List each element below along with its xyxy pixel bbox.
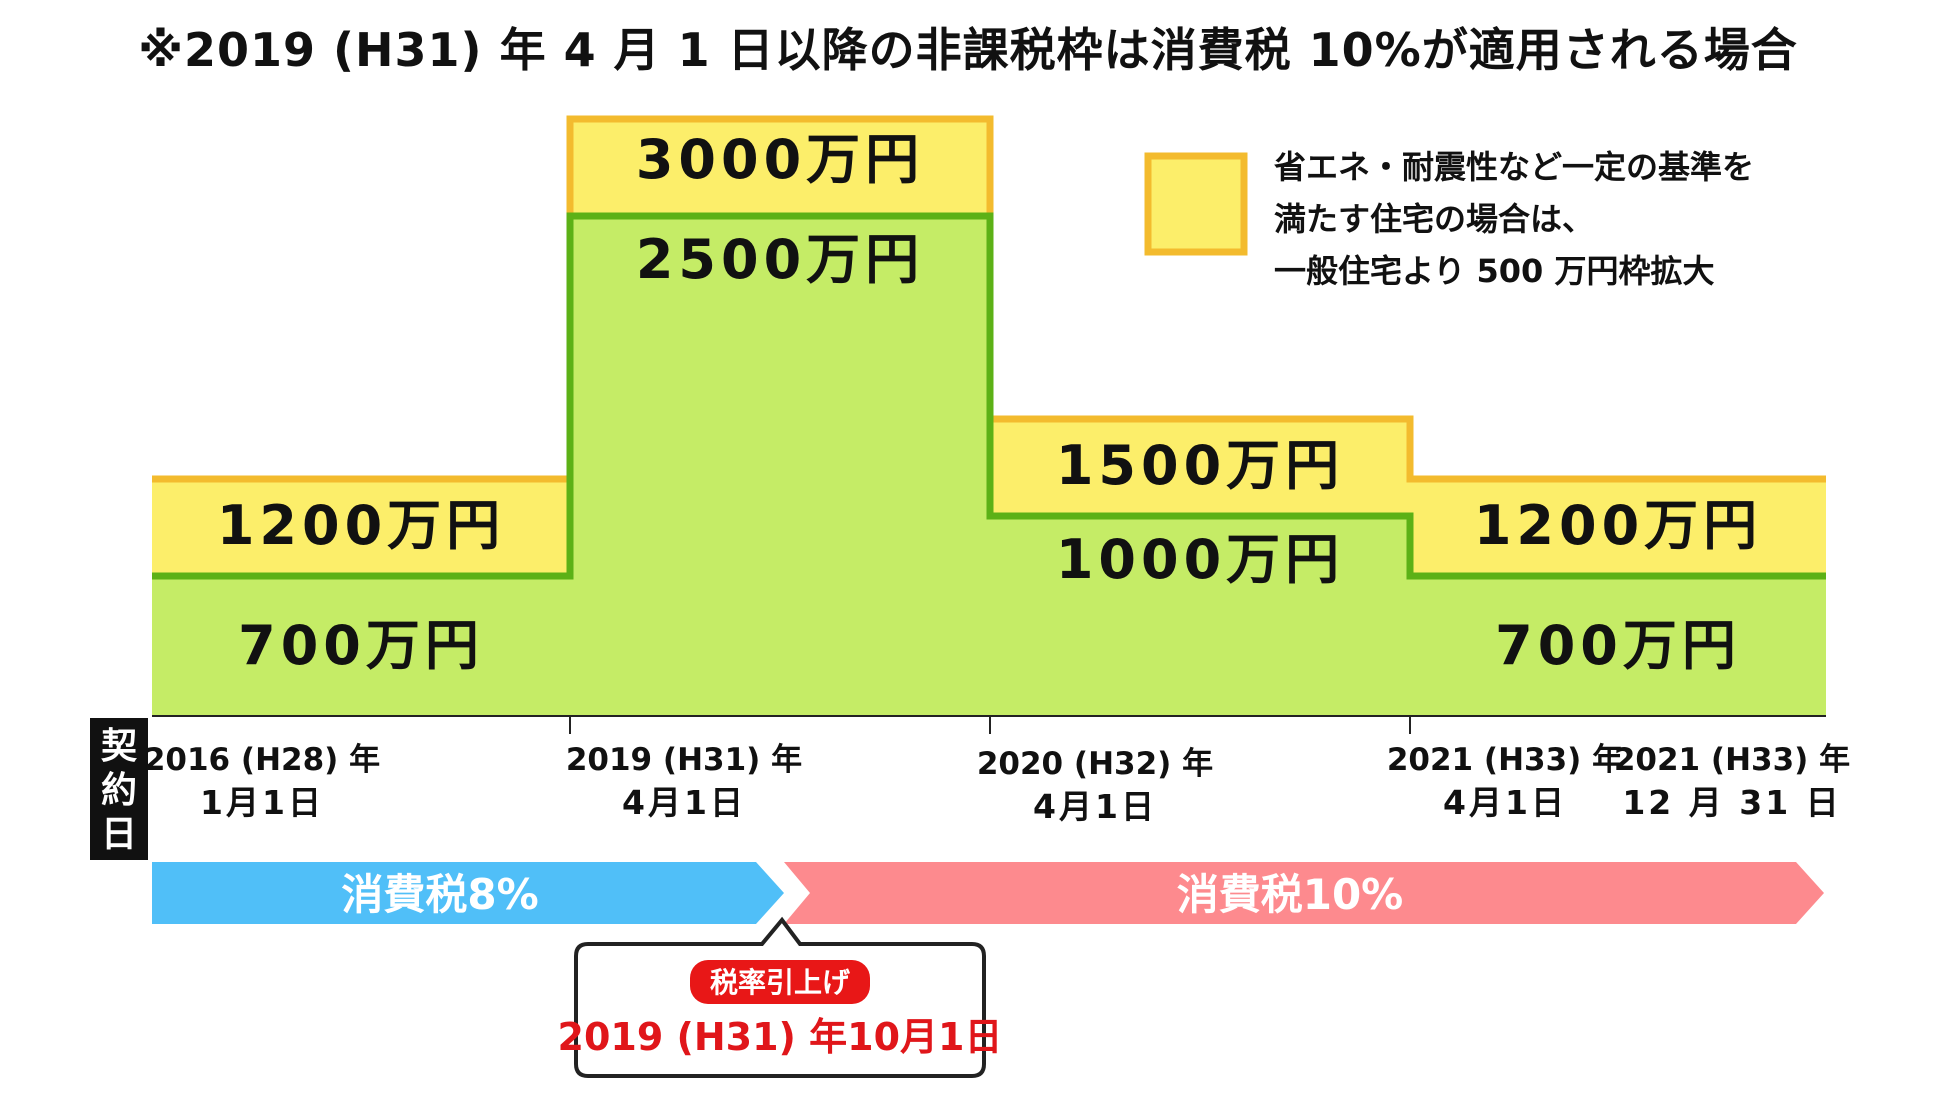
tick-label-date: 4月1日: [1443, 783, 1567, 822]
tick-label-date: 4月1日: [622, 783, 746, 822]
eco-value-label: 1500万円: [1056, 434, 1344, 497]
tax-8-label: 消費税8%: [341, 870, 538, 919]
general-housing-outline: [152, 212, 1826, 580]
legend-text: 満たす住宅の場合は、: [1274, 200, 1594, 238]
legend-text: 一般住宅より 500 万円枠拡大: [1274, 252, 1714, 290]
axis-label-char: 約: [101, 770, 137, 811]
tick-label-date: 1月1日: [200, 783, 324, 822]
tick-label-date: 12 月 31 日: [1622, 783, 1841, 822]
general-value-label: 700万円: [1495, 614, 1741, 677]
legend-swatch: [1144, 152, 1248, 256]
axis-label-char: 契: [101, 726, 137, 767]
tick-label-year: 2016 (H28) 年: [144, 742, 380, 778]
general-value-label: 1000万円: [1056, 528, 1344, 591]
eco-value-label: 1200万円: [217, 494, 505, 557]
tick-label-year: 2019 (H31) 年: [566, 742, 802, 778]
tick-label-year: 2021 (H33) 年: [1614, 742, 1850, 778]
eco-value-label: 3000万円: [636, 128, 924, 191]
rate-change-date: 2019 (H31) 年10月1日: [558, 1015, 1003, 1059]
eco-value-label: 1200万円: [1474, 494, 1762, 557]
chart-title: ※2019 (H31) 年 4 月 1 日以降の非課税枠は消費税 10%が適用さ…: [138, 23, 1798, 77]
axis-label-box: [90, 718, 148, 860]
general-value-label: 700万円: [238, 614, 484, 677]
tick-label-year: 2021 (H33) 年: [1387, 742, 1623, 778]
tax-10-label: 消費税10%: [1177, 870, 1404, 919]
legend-text: 省エネ・耐震性など一定の基準を: [1274, 148, 1754, 186]
tick-label-date: 4月1日: [1033, 787, 1157, 826]
rate-change-badge: [690, 960, 870, 1004]
rate-change-badge-text: 税率引上げ: [710, 966, 851, 999]
axis-label-char: 日: [101, 814, 137, 855]
tax-10-band: [784, 862, 1824, 924]
tick-label-year: 2020 (H32) 年: [977, 746, 1213, 782]
tax-8-band: [152, 862, 784, 924]
general-value-label: 2500万円: [636, 228, 924, 291]
